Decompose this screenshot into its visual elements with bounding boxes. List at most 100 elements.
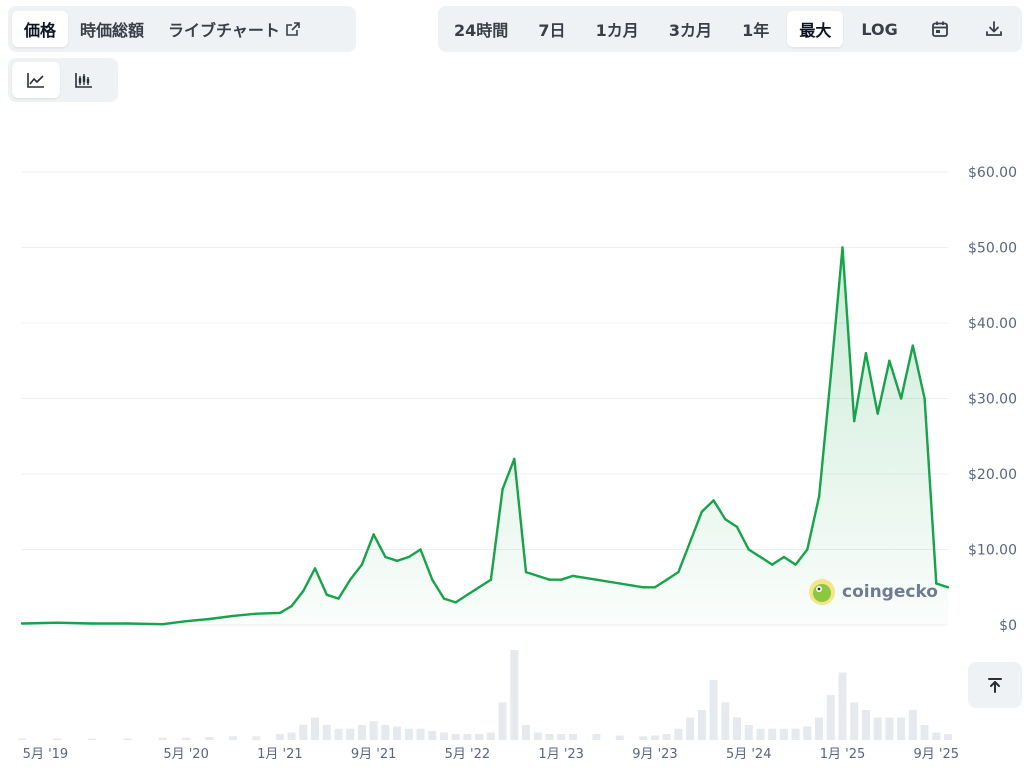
x-tick-label: 1月 '23 xyxy=(538,747,584,762)
price-point xyxy=(372,533,375,536)
y-tick-label: $0 xyxy=(999,618,1017,634)
volume-bar xyxy=(158,737,167,740)
tab-label: 価格 xyxy=(24,21,57,40)
price-point xyxy=(747,548,750,551)
tab-range-3[interactable]: 3カ月 xyxy=(668,21,712,40)
price-point xyxy=(806,548,809,551)
price-point xyxy=(841,246,844,249)
volume-bar xyxy=(346,728,355,740)
volume-bar xyxy=(322,725,331,740)
volume-bar xyxy=(498,702,507,740)
price-point xyxy=(817,495,821,498)
volume-bar xyxy=(838,672,847,740)
tab-view-0[interactable]: 価格 xyxy=(12,11,69,47)
price-point xyxy=(20,622,24,625)
y-tick-label: $10.00 xyxy=(968,543,1017,559)
download-button[interactable] xyxy=(970,11,1018,47)
volume-bar xyxy=(697,710,706,740)
tab-label: ライブチャート xyxy=(168,21,280,40)
volume-bar xyxy=(908,710,917,740)
price-point xyxy=(395,559,399,563)
volume-bar xyxy=(205,737,214,740)
volume-bar xyxy=(451,734,460,740)
volume-bar xyxy=(944,734,952,740)
chart-type-toggle xyxy=(8,58,118,102)
price-point xyxy=(653,586,657,589)
price-point xyxy=(548,578,551,581)
tab-range-6[interactable]: LOG xyxy=(861,19,898,39)
volume-bar xyxy=(815,717,824,740)
x-tick-label: 5月 '22 xyxy=(445,747,491,762)
volume-bar xyxy=(639,736,648,740)
volume-bar xyxy=(439,732,448,740)
volume-bar xyxy=(357,725,366,740)
tab-range-2[interactable]: 1カ月 xyxy=(595,21,639,40)
volume-bar xyxy=(861,710,870,740)
y-tick-label: $50.00 xyxy=(968,241,1017,257)
volume-bar xyxy=(287,732,296,740)
external-link-icon xyxy=(286,22,300,36)
price-point xyxy=(524,570,528,574)
volume-bar xyxy=(53,738,62,740)
line-chart-button[interactable] xyxy=(12,62,60,98)
price-point xyxy=(184,620,188,623)
calendar-icon xyxy=(931,20,949,38)
price-line[interactable] xyxy=(21,246,949,626)
price-point xyxy=(888,359,891,362)
price-point xyxy=(431,578,434,581)
tab-view-1[interactable]: 時価総額 xyxy=(68,11,156,47)
price-point xyxy=(864,352,868,355)
y-tick-label: $30.00 xyxy=(968,392,1017,408)
price-point xyxy=(536,574,539,578)
volume-bar xyxy=(18,738,26,740)
price-point xyxy=(712,499,715,502)
price-point xyxy=(442,597,446,600)
volume-bar xyxy=(920,725,929,740)
price-point xyxy=(853,419,856,423)
x-tick-label: 1月 '25 xyxy=(820,747,866,762)
tab-view-2[interactable]: ライブチャート xyxy=(156,11,312,47)
volume-bar xyxy=(791,728,800,740)
volume-bar xyxy=(744,725,753,740)
volume-bar xyxy=(779,728,788,740)
volume-bar xyxy=(592,734,601,740)
price-point xyxy=(231,614,235,618)
price-point xyxy=(55,621,59,624)
price-point xyxy=(759,555,762,559)
volume-bar xyxy=(416,728,425,740)
price-point xyxy=(454,601,457,604)
price-point xyxy=(946,586,950,589)
tab-range-5[interactable]: 最大 xyxy=(787,11,844,47)
volume-bar xyxy=(393,726,402,740)
line-chart-icon xyxy=(26,71,46,89)
arrow-up-icon xyxy=(988,678,1002,693)
volume-bar xyxy=(721,702,730,740)
price-point xyxy=(161,623,164,626)
volume-bar xyxy=(768,728,777,740)
calendar-button[interactable] xyxy=(916,11,964,47)
price-point xyxy=(700,510,704,513)
volume-bar xyxy=(545,734,554,740)
candlestick-button[interactable] xyxy=(60,62,108,98)
volume-bar xyxy=(932,732,941,740)
tab-range-1[interactable]: 7日 xyxy=(538,21,566,40)
volume-bar xyxy=(650,735,659,740)
x-tick-label: 5月 '19 xyxy=(23,747,69,762)
x-tick-label: 5月 '24 xyxy=(726,747,772,762)
volume-bar xyxy=(486,732,495,740)
volume-bar xyxy=(568,734,577,740)
volume-bar xyxy=(709,680,718,740)
price-point xyxy=(278,611,282,615)
volume-bar xyxy=(334,728,343,740)
x-tick-label: 9月 '25 xyxy=(914,747,960,762)
price-point xyxy=(407,555,411,559)
tab-range-4[interactable]: 1年 xyxy=(742,21,770,40)
tab-range-0[interactable]: 24時間 xyxy=(454,21,509,40)
x-tick-label: 9月 '21 xyxy=(351,747,397,762)
volume-bar xyxy=(756,728,765,740)
volume-bar xyxy=(733,717,742,740)
price-point xyxy=(677,570,680,574)
scroll-to-top-button[interactable] xyxy=(968,662,1022,708)
volume-bar xyxy=(510,650,519,740)
download-icon xyxy=(985,20,1003,38)
